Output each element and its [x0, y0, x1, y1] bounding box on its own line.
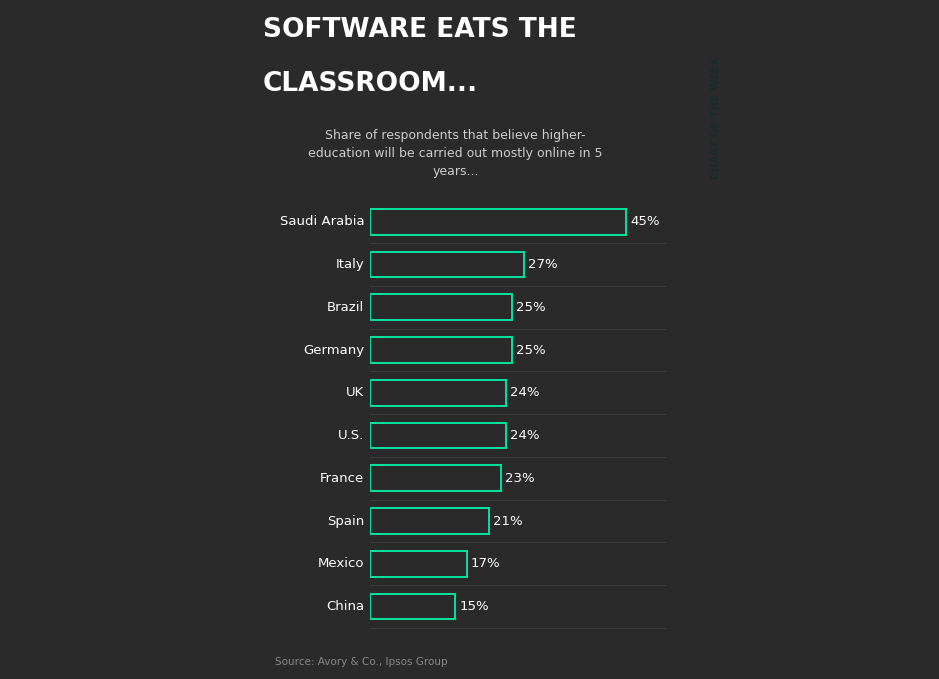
Bar [370, 593, 455, 619]
Text: 25%: 25% [516, 344, 546, 356]
Text: 24%: 24% [511, 429, 540, 442]
Text: Source: Avory & Co., Ipsos Group: Source: Avory & Co., Ipsos Group [275, 657, 448, 667]
Text: CHART OF THE WEEK: CHART OF THE WEEK [711, 56, 720, 179]
Bar [370, 423, 506, 448]
Text: Share of respondents that believe higher-
education will be carried out mostly o: Share of respondents that believe higher… [308, 129, 603, 178]
Text: 23%: 23% [505, 472, 534, 485]
Text: UK: UK [346, 386, 364, 399]
Text: 27%: 27% [528, 258, 557, 271]
Text: 21%: 21% [493, 515, 523, 528]
Text: CLASSROOM...: CLASSROOM... [263, 71, 478, 97]
Text: 15%: 15% [459, 600, 489, 613]
Text: Mexico: Mexico [317, 557, 364, 570]
Text: 45%: 45% [630, 215, 659, 228]
Bar [370, 466, 500, 491]
Text: Germany: Germany [303, 344, 364, 356]
Text: Italy: Italy [335, 258, 364, 271]
Bar [370, 337, 512, 363]
Text: U.S.: U.S. [338, 429, 364, 442]
Text: 17%: 17% [470, 557, 500, 570]
Text: Spain: Spain [327, 515, 364, 528]
Bar [370, 209, 626, 235]
Bar [370, 380, 506, 405]
Text: France: France [320, 472, 364, 485]
Text: SOFTWARE EATS THE: SOFTWARE EATS THE [263, 17, 577, 43]
Text: Brazil: Brazil [327, 301, 364, 314]
Bar [370, 252, 524, 277]
Bar [370, 295, 512, 320]
Text: Saudi Arabia: Saudi Arabia [280, 215, 364, 228]
Text: China: China [326, 600, 364, 613]
Bar [370, 509, 489, 534]
Text: 25%: 25% [516, 301, 546, 314]
Text: 24%: 24% [511, 386, 540, 399]
Bar [370, 551, 467, 576]
